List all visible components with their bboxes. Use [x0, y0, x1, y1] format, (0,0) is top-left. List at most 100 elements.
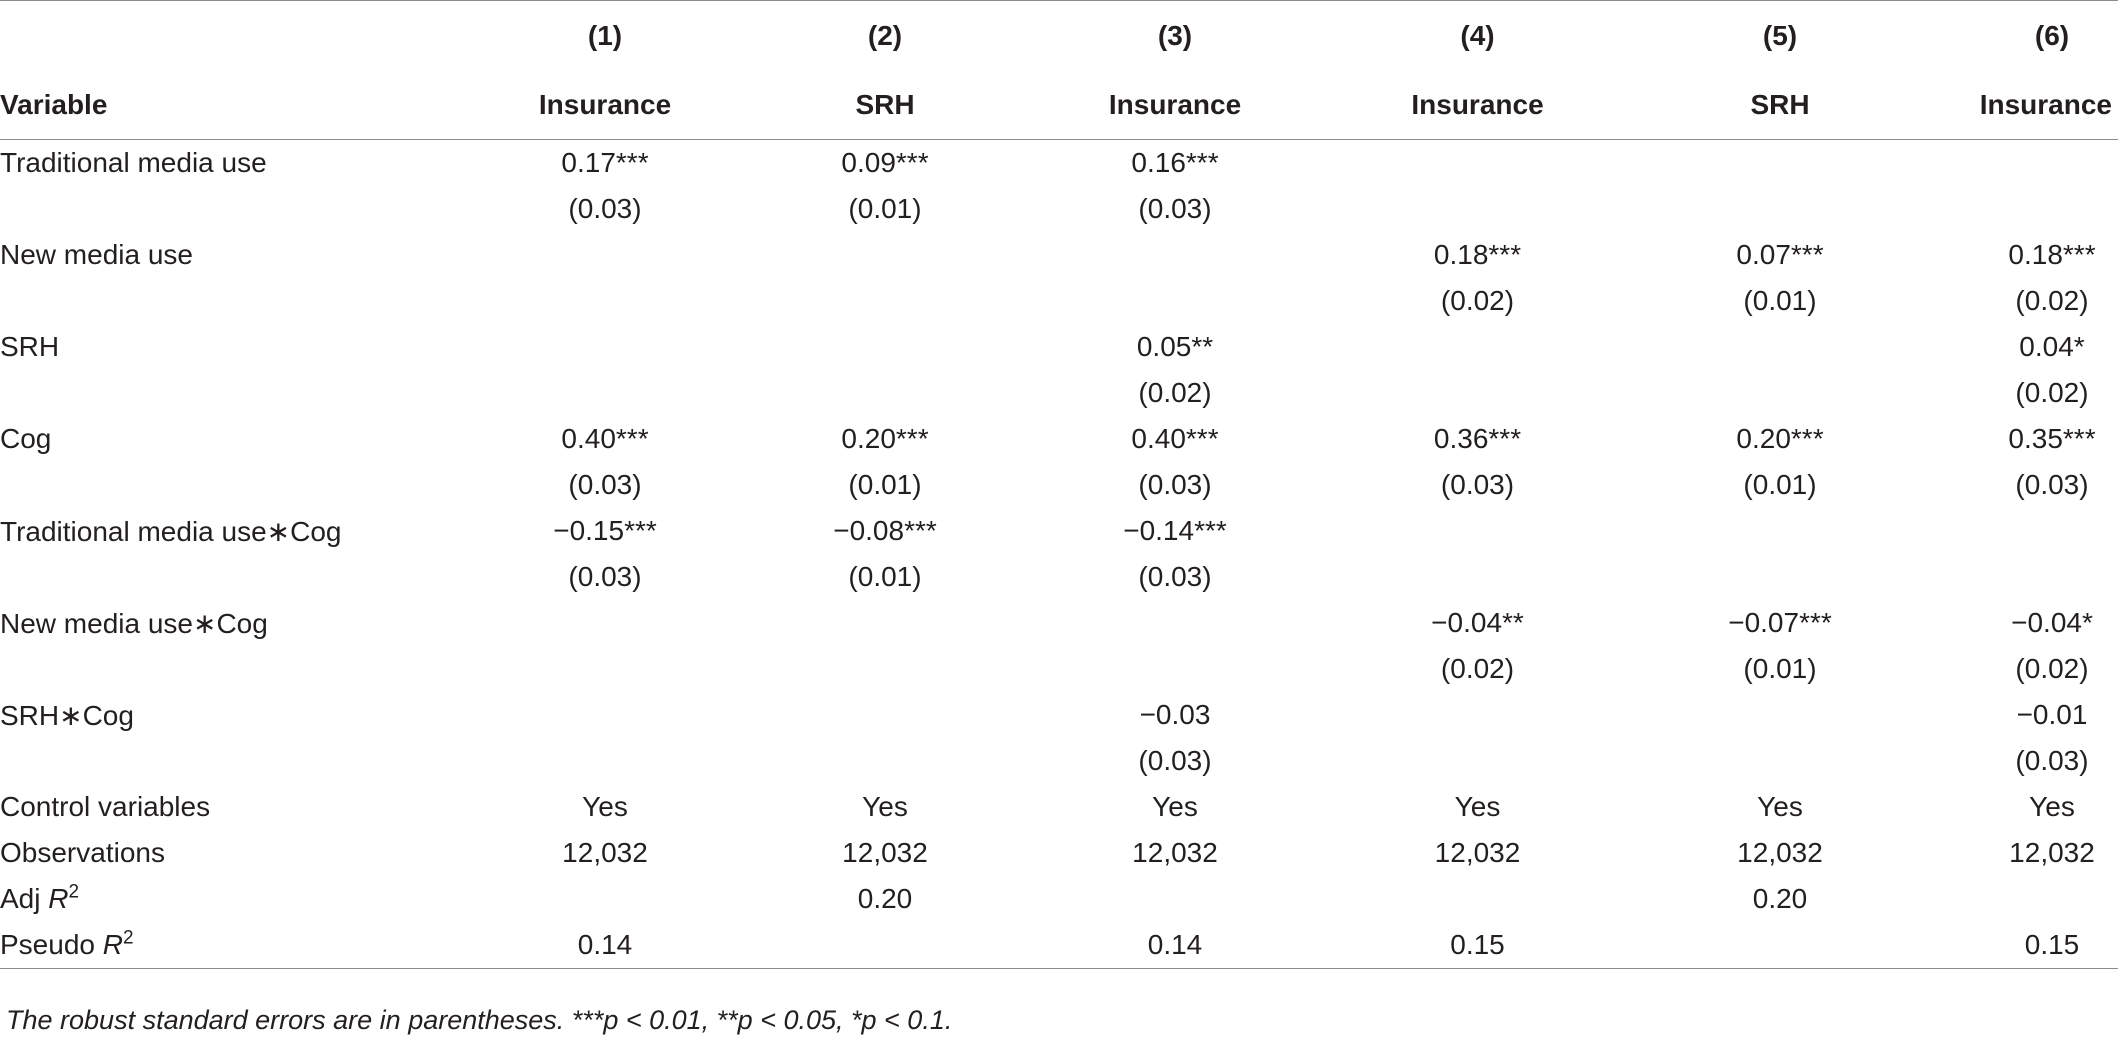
- table-cell: 0.16***: [1131, 147, 1219, 178]
- table-cell-text: (0.03): [2015, 469, 2089, 500]
- variable-label: [0, 554, 470, 600]
- table-cell: 12,032: [1925, 830, 2118, 876]
- pseudo-r2-value: 0.14: [1030, 922, 1320, 969]
- table-cell: −0.15***: [553, 515, 657, 546]
- adj-r2-value: [470, 876, 740, 922]
- table-cell: [470, 324, 740, 370]
- variable-label: Control variables: [0, 791, 211, 822]
- std-error-row: (0.03) (0.01) (0.03): [0, 554, 2118, 600]
- table-cell: (0.03): [568, 469, 642, 500]
- column-label: Insurance: [1925, 70, 2118, 140]
- column-label-text: Insurance: [1979, 88, 2112, 120]
- table-cell: [1030, 232, 1320, 278]
- table-cell: (0.02): [1925, 278, 2118, 324]
- table-cell: [1635, 554, 1925, 600]
- table-cell-text: (0.02): [2015, 285, 2089, 316]
- table-cell: (0.03): [1440, 469, 1515, 500]
- table-cell: (0.01): [848, 193, 922, 224]
- variable-label: [0, 186, 470, 232]
- adj-r2-value: [1030, 876, 1320, 922]
- table-cell: [1635, 324, 1925, 370]
- pseudo-r2-row: Pseudo R2 0.14 0.14 0.15 0.15: [0, 922, 2118, 969]
- pseudo-r2-value: 0.15: [1925, 922, 2118, 969]
- variable-header: Variable: [0, 70, 470, 140]
- variable-label: SRH: [0, 331, 60, 362]
- table-cell: [470, 692, 740, 738]
- table-body: (1) (2) (3) (4) (5) (6) Variable Insuran…: [0, 0, 2118, 969]
- table-cell: (0.02): [1925, 370, 2118, 416]
- table-cell: (0.02): [1440, 653, 1515, 684]
- table-cell: [740, 692, 1030, 738]
- std-error-row: (0.02) (0.01) (0.02): [0, 278, 2118, 324]
- table-cell: [1030, 600, 1320, 646]
- table-cell: [470, 278, 740, 324]
- variable-label: Cog: [0, 423, 52, 454]
- table-cell: [1320, 370, 1635, 416]
- variable-label: Traditional media use: [0, 147, 267, 178]
- pseudo-r2-var: R: [102, 929, 123, 960]
- table-cell: 12,032: [562, 837, 648, 868]
- table-cell: [470, 600, 740, 646]
- table-cell: Yes: [1925, 784, 2118, 830]
- pseudo-r2-value-text: 0.15: [2024, 929, 2080, 960]
- column-label: Insurance: [1320, 70, 1635, 140]
- table-cell: Yes: [582, 791, 628, 822]
- std-error-row: (0.02) (0.01) (0.02): [0, 646, 2118, 692]
- variable-label: SRH∗Cog: [0, 699, 134, 731]
- coefficient-row: Cog 0.40*** 0.20*** 0.40*** 0.36*** 0.20*** 0.…: [0, 416, 2118, 462]
- variable-label: [0, 370, 470, 416]
- variable-label: [0, 738, 470, 784]
- table-cell: [1635, 370, 1925, 416]
- std-error-row: (0.03) (0.03): [0, 738, 2118, 784]
- table-cell: [740, 278, 1030, 324]
- table-cell: [1320, 324, 1635, 370]
- coefficient-row: Observations 12,032 12,032 12,032 12,032 12,0…: [0, 830, 2118, 876]
- table-cell: (0.01): [848, 561, 922, 592]
- table-cell: −0.08***: [833, 515, 937, 546]
- table-cell: −0.03: [1139, 699, 1211, 730]
- table-cell: [470, 370, 740, 416]
- table-cell: [1320, 738, 1635, 784]
- variable-label: [0, 462, 470, 508]
- coefficient-row: Traditional media use 0.17*** 0.09*** 0.16*…: [0, 140, 2118, 187]
- table-cell: [1635, 508, 1925, 554]
- table-cell-text: −0.01: [2016, 699, 2088, 730]
- table-cell: [1925, 554, 2118, 600]
- table-cell-text: (0.03): [2015, 745, 2089, 776]
- table-cell: [1635, 186, 1925, 232]
- table-cell: [470, 738, 740, 784]
- pseudo-r2-label: Pseudo R2: [0, 922, 470, 969]
- adj-r2-label: Adj R2: [0, 876, 470, 922]
- adj-r2-value: 0.20: [857, 883, 913, 914]
- table-cell: 0.07***: [1736, 239, 1824, 270]
- table-cell: −0.07***: [1728, 607, 1832, 638]
- column-label: Insurance: [1030, 70, 1320, 140]
- table-cell: [740, 738, 1030, 784]
- table-cell: [1635, 140, 1925, 187]
- std-error-row: (0.03) (0.01) (0.03) (0.03) (0.01) (0.03): [0, 462, 2118, 508]
- table-cell: [1320, 140, 1635, 187]
- table-cell: (0.02): [1440, 285, 1515, 316]
- table-cell: −0.14***: [1123, 515, 1227, 546]
- table-cell: [740, 600, 1030, 646]
- column-number: (5): [1635, 0, 1925, 70]
- table-cell: [1925, 140, 2118, 187]
- variable-label: Observations: [0, 837, 165, 868]
- table-cell: [1635, 692, 1925, 738]
- table-cell: (0.01): [1743, 469, 1817, 500]
- table-cell: Yes: [862, 791, 908, 822]
- coefficient-row: SRH∗Cog −0.03 −0.01: [0, 692, 2118, 738]
- column-number: (2): [740, 0, 1030, 70]
- pseudo-r2-value: 0.14: [470, 922, 740, 969]
- table-cell: −0.01: [1925, 692, 2118, 738]
- coefficient-row: Control variables Yes Yes Yes Yes Yes Yes: [0, 784, 2118, 830]
- table-cell: 12,032: [842, 837, 928, 868]
- table-footnote: The robust standard errors are in parent…: [6, 1005, 953, 1035]
- table-cell: (0.03): [1925, 462, 2118, 508]
- std-error-row: (0.02) (0.02): [0, 370, 2118, 416]
- table-cell-text: 0.04*: [2019, 331, 2085, 362]
- table-cell: −0.04**: [1431, 607, 1524, 638]
- pseudo-r2-sup: 2: [122, 927, 134, 949]
- column-number: (1): [470, 0, 740, 70]
